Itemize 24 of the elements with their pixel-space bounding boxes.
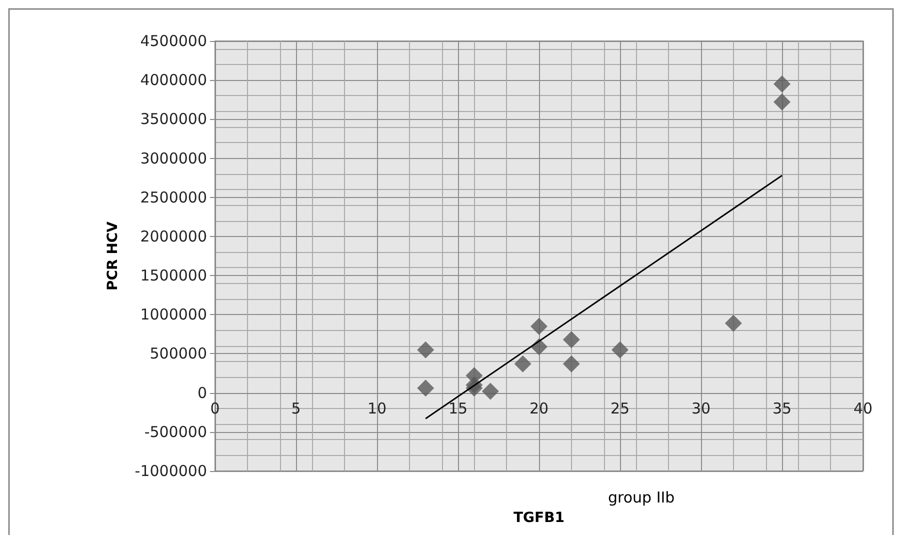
x-tick-label: 5: [291, 399, 301, 418]
x-tick-label: 35: [772, 399, 792, 418]
y-tick-label: 2500000: [140, 188, 207, 206]
y-tick-label: 500000: [150, 344, 207, 363]
y-tick-label: 3000000: [140, 149, 207, 168]
x-tick-label: 20: [529, 399, 549, 418]
x-tick-label: 30: [691, 399, 711, 418]
y-tick-label: 2000000: [140, 227, 207, 246]
y-tick-label: 3500000: [140, 110, 207, 128]
y-tick-label: 1000000: [140, 306, 207, 324]
y-tick-label: -500000: [144, 422, 207, 441]
x-tick-label: 10: [367, 399, 387, 418]
x-tick-label: 0: [210, 399, 220, 418]
x-tick-label: 25: [610, 399, 630, 418]
y-tick-label: 4500000: [140, 32, 207, 50]
x-tick-label: 40: [853, 399, 873, 418]
y-tick-label: 4000000: [140, 71, 207, 90]
x-axis-title: TGFB1: [513, 510, 565, 526]
text: group IIb: [608, 488, 675, 506]
y-tick-label: 0: [197, 384, 207, 402]
y-tick-label: 1500000: [140, 266, 207, 285]
x-tick-label: 15: [448, 399, 468, 418]
y-tick-label: -1000000: [134, 462, 207, 480]
y-axis-title: PCR HCV: [105, 221, 121, 291]
